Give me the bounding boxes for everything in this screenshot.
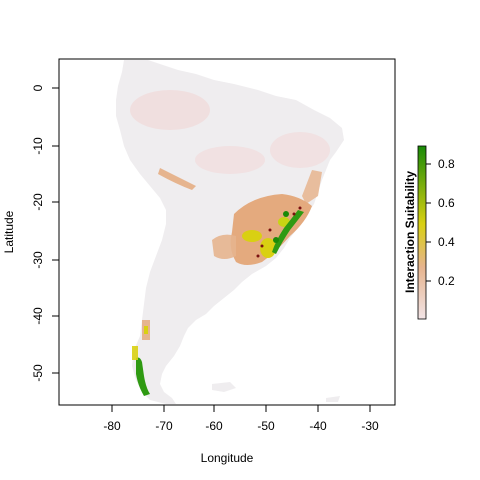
x-tick-label: -70 bbox=[155, 419, 173, 433]
x-axis: -80 -70 -60 -50 -40 -30 bbox=[103, 405, 379, 433]
x-tick-label: -50 bbox=[257, 419, 275, 433]
y-tick-label: -20 bbox=[31, 193, 45, 211]
x-tick-label: -80 bbox=[103, 419, 121, 433]
suitability-yellow-patch bbox=[242, 230, 262, 242]
y-tick-label: -10 bbox=[31, 137, 45, 155]
tierra-del-fuego bbox=[212, 382, 236, 392]
occurrence-point bbox=[268, 228, 272, 232]
suitability-southern-chile-green bbox=[136, 357, 150, 396]
y-tick-label: 0 bbox=[31, 84, 45, 91]
legend: 0.2 0.4 0.6 0.8 Interaction Suitability bbox=[403, 145, 455, 320]
suitability-northeast-coast bbox=[302, 170, 322, 204]
occurrence-point bbox=[298, 206, 302, 210]
x-tick-label: -60 bbox=[205, 419, 223, 433]
y-tick-label: -40 bbox=[31, 307, 45, 325]
suitability-green-spot bbox=[273, 237, 279, 243]
occurrence-point bbox=[260, 244, 264, 248]
suitability-layer bbox=[130, 90, 330, 396]
y-tick-label: -30 bbox=[31, 251, 45, 269]
suitability-amazon-north bbox=[130, 90, 210, 130]
legend-tick-label: 0.2 bbox=[438, 274, 455, 288]
y-axis: 0 -10 -20 -30 -40 -50 bbox=[31, 84, 59, 382]
suitability-green-spot bbox=[283, 211, 289, 217]
y-axis-title: Latitude bbox=[2, 210, 16, 253]
suitability-atlantic-coast-green bbox=[272, 210, 304, 254]
legend-colorbar bbox=[417, 145, 427, 320]
legend-tick-label: 0.8 bbox=[438, 157, 455, 171]
suitability-northeast bbox=[270, 132, 330, 168]
occurrence-point bbox=[292, 212, 296, 216]
suitability-yellow-patch bbox=[260, 238, 276, 258]
legend-tick-label: 0.4 bbox=[438, 235, 455, 249]
x-tick-label: -30 bbox=[361, 419, 379, 433]
plot-frame bbox=[58, 58, 396, 406]
suitability-southern-brazil-west bbox=[212, 234, 236, 259]
x-tick-label: -40 bbox=[309, 419, 327, 433]
suitability-central-west-band bbox=[158, 168, 196, 190]
suitability-south-central-chile-yellow bbox=[144, 326, 148, 334]
legend-tick-label: 0.6 bbox=[438, 196, 455, 210]
x-axis-title: Longitude bbox=[201, 451, 254, 465]
occurrence-point bbox=[256, 254, 260, 258]
suitability-southern-chile-yellow bbox=[132, 346, 138, 360]
falklands bbox=[326, 396, 340, 402]
y-tick-label: -50 bbox=[31, 364, 45, 382]
suitability-central bbox=[195, 146, 265, 174]
legend-title: Interaction Suitability bbox=[403, 171, 417, 293]
